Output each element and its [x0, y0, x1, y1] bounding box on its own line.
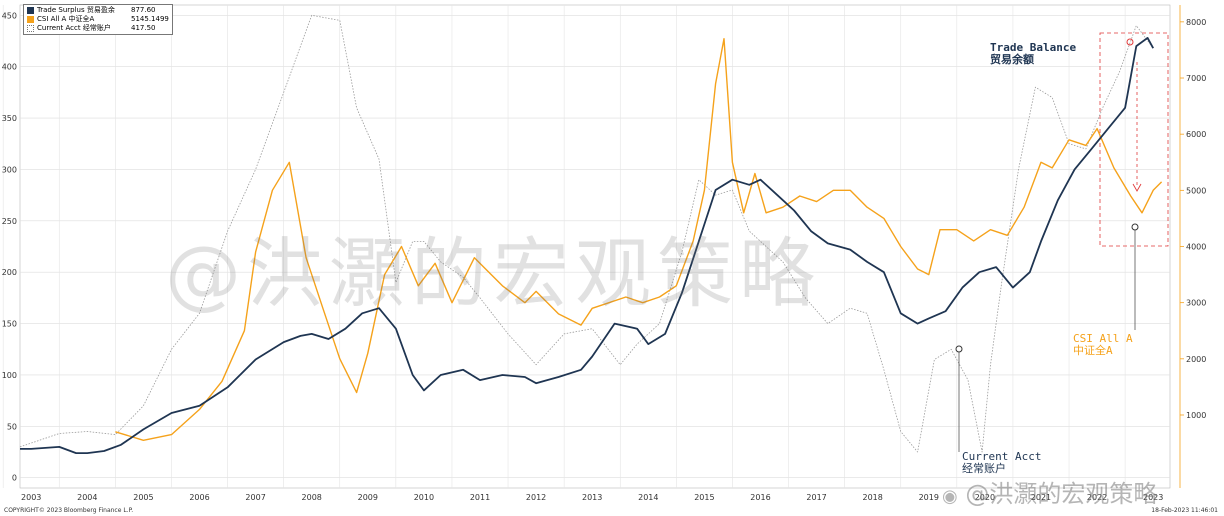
legend-swatch-csi [27, 16, 34, 23]
legend-label: CSI All A 中证全A [37, 15, 95, 23]
weibo-watermark: ◉ @洪灝的宏观策略 [942, 474, 1157, 509]
x-tick-label: 2016 [750, 493, 770, 502]
x-tick-label: 2008 [302, 493, 322, 502]
watermark-text: @洪灝的宏观策略 [165, 229, 821, 318]
y-right-tick-label: 6000 [1186, 130, 1206, 139]
legend-value: 877.60 [131, 6, 156, 14]
x-tick-label: 2007 [245, 493, 265, 502]
y-left-tick-label: 350 [2, 114, 17, 123]
chart-grid [2, 4, 1171, 489]
legend-value: 417.50 [131, 24, 156, 32]
y-right-tick-label: 2000 [1186, 355, 1206, 364]
current-acct-annotation: Current Acct 经常账户 [962, 451, 1041, 475]
legend-label: Current Acct 经常账户 [37, 24, 111, 32]
y-left-tick-label: 450 [2, 11, 17, 20]
y-right-tick-label: 7000 [1186, 74, 1206, 83]
current-acct-line [19, 14, 1154, 453]
timestamp-text: 18-Feb-2023 11:46:01 [1151, 507, 1218, 514]
legend-swatch-current [27, 25, 34, 32]
x-tick-label: 2023 [1143, 493, 1163, 502]
trade-surplus-line [20, 37, 1154, 454]
copyright-text: COPYRIGHT© 2023 Bloomberg Finance L.P. [4, 507, 134, 514]
x-tick-label: 2013 [582, 493, 602, 502]
annotation-line: 贸易余额 [990, 53, 1034, 66]
y-right-tick-label: 8000 [1186, 18, 1206, 27]
y-right-tick-label: 5000 [1186, 186, 1206, 195]
series-lines [19, 14, 1163, 454]
plot-frame [19, 4, 1171, 489]
left-y-axis: 0 50 100 150 200 250 300 350 400 450 [2, 11, 17, 482]
legend-swatch-trade [27, 7, 34, 14]
x-axis: 2003 2004 2005 2006 2007 2008 2009 2010 2011 2012… [21, 493, 1163, 502]
x-tick-label: 2022 [1087, 493, 1107, 502]
highlight-arrowhead [1132, 183, 1142, 192]
highlight-box [1099, 32, 1169, 247]
y-right-tick-label: 4000 [1186, 243, 1206, 252]
recent-highlight-box [1099, 32, 1169, 247]
y-left-tick-label: 400 [2, 63, 17, 72]
x-tick-label: 2014 [638, 493, 658, 502]
x-tick-label: 2010 [414, 493, 434, 502]
x-tick-label: 2011 [470, 493, 490, 502]
y-left-tick-label: 250 [2, 217, 17, 226]
right-y-axis: 1000 2000 3000 4000 5000 6000 7000 8000 [1179, 5, 1206, 488]
x-tick-label: 2018 [863, 493, 883, 502]
x-tick-label: 2019 [919, 493, 939, 502]
legend-item-trade-surplus: Trade Surplus 贸易盈余 877.60 [27, 6, 169, 15]
csi-all-a-line [115, 38, 1163, 441]
x-tick-label: 2009 [358, 493, 378, 502]
x-tick-label: 2015 [694, 493, 714, 502]
y-left-tick-label: 150 [2, 320, 17, 329]
legend-value: 5145.1499 [131, 15, 169, 23]
legend-item-current-acct: Current Acct 经常账户 417.50 [27, 24, 169, 33]
x-tick-label: 2020 [975, 493, 995, 502]
trade-peak-marker [1126, 38, 1134, 46]
y-right-tick-label: 3000 [1186, 299, 1206, 308]
annotation-line: 中证全A [1073, 344, 1113, 357]
annotation-markers [955, 38, 1139, 452]
y-left-tick-label: 50 [7, 422, 17, 431]
x-tick-label: 2003 [21, 493, 41, 502]
legend-label: Trade Surplus 贸易盈余 [37, 6, 115, 14]
weibo-handle: @洪灝的宏观策略 [965, 480, 1158, 508]
y-left-tick-label: 200 [2, 268, 17, 277]
csi-annotation: CSI All A 中证全A [1073, 333, 1133, 357]
legend-item-csi: CSI All A 中证全A 5145.1499 [27, 15, 169, 24]
annotation-line: Trade Balance [990, 41, 1077, 54]
y-left-tick-label: 300 [2, 165, 17, 174]
x-tick-label: 2006 [189, 493, 209, 502]
x-tick-label: 2004 [77, 493, 97, 502]
x-tick-label: 2021 [1031, 493, 1051, 502]
y-left-tick-label: 100 [2, 371, 17, 380]
y-right-tick-label: 1000 [1186, 411, 1206, 420]
y-left-tick-label: 0 [12, 474, 17, 483]
chart-legend: Trade Surplus 贸易盈余 877.60 CSI All A 中证全A… [23, 4, 173, 35]
x-tick-label: 2012 [526, 493, 546, 502]
annotation-line: Current Acct [962, 450, 1042, 463]
csi-marker [1131, 223, 1139, 231]
annotation-line: CSI All A [1073, 332, 1133, 345]
annotation-line: 经常账户 [962, 462, 1006, 475]
trade-balance-annotation: Trade Balance 贸易余额 [990, 42, 1076, 66]
x-tick-label: 2005 [133, 493, 153, 502]
x-tick-label: 2017 [806, 493, 826, 502]
weibo-icon: ◉ [942, 486, 958, 507]
current-acct-marker [955, 345, 963, 353]
